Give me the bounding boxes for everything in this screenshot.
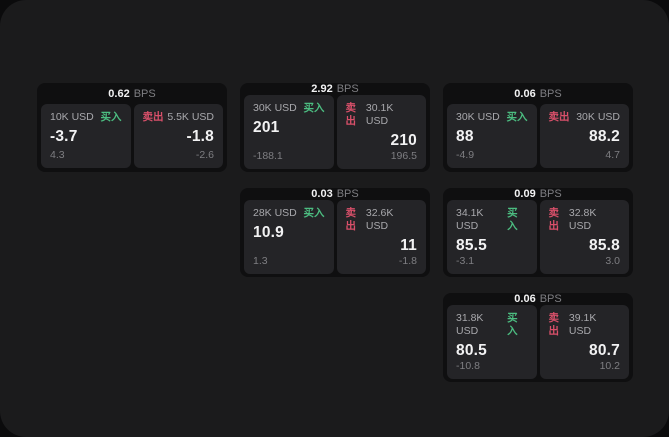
buy-side-label: 买入	[100, 111, 122, 123]
buy-delta: -188.1	[253, 150, 283, 162]
sell-quote-panel[interactable]: 卖出 30K USD 88.2 4.7	[539, 104, 629, 168]
quote-card-grid: 0.62 BPS 10K USD 买入 -3.7 4.3 卖出 5.5K USD	[37, 83, 633, 382]
bps-value: 0.62	[108, 87, 130, 100]
bps-header: 2.92 BPS	[240, 83, 430, 95]
sell-side-label: 卖出	[548, 312, 560, 337]
bps-value: 0.03	[311, 188, 333, 200]
sell-side-label: 卖出	[345, 207, 357, 232]
sell-amount: 39.1K USD	[568, 312, 597, 337]
bps-header: 0.09 BPS	[443, 188, 633, 200]
sell-amount: 32.8K USD	[568, 207, 597, 232]
bps-header: 0.06 BPS	[443, 293, 633, 305]
quote-panels: 31.8K USD 买入 80.5 -10.8 卖出 39.1K USD 80.…	[443, 305, 633, 383]
buy-quote-panel[interactable]: 30K USD 买入 201 -188.1	[244, 95, 334, 169]
quote-card: 0.62 BPS 10K USD 买入 -3.7 4.3 卖出 5.5K USD	[37, 83, 227, 172]
sell-quote-panel[interactable]: 卖出 30.1K USD 210 196.5	[336, 95, 426, 169]
bps-suffix-label: BPS	[336, 83, 359, 95]
quote-panels: 30K USD 买入 201 -188.1 卖出 30.1K USD 210 1…	[240, 95, 430, 173]
sell-side-label: 卖出	[345, 102, 357, 127]
bps-suffix-label: BPS	[539, 87, 562, 100]
sell-quote-panel[interactable]: 卖出 32.6K USD 11 -1.8	[336, 200, 426, 274]
sell-side-label: 卖出	[548, 207, 560, 232]
buy-price: 85.5	[456, 237, 487, 254]
sell-amount: 30K USD	[576, 111, 620, 123]
quote-card: 0.06 BPS 31.8K USD 买入 80.5 -10.8 卖出 39.1…	[443, 293, 633, 382]
bps-value: 0.06	[514, 293, 536, 305]
sell-amount: 5.5K USD	[167, 111, 214, 123]
quote-panels: 34.1K USD 买入 85.5 -3.1 卖出 32.8K USD 85.8…	[443, 200, 633, 278]
buy-amount: 28K USD	[253, 207, 297, 219]
sell-quote-panel[interactable]: 卖出 32.8K USD 85.8 3.0	[539, 200, 629, 274]
buy-quote-panel[interactable]: 34.1K USD 买入 85.5 -3.1	[447, 200, 537, 274]
sell-side-label: 卖出	[142, 111, 164, 123]
sell-price: 210	[390, 132, 417, 149]
buy-price: -3.7	[50, 128, 78, 145]
buy-side-label: 买入	[303, 207, 325, 219]
sell-delta: 3.0	[605, 255, 620, 267]
buy-price: 80.5	[456, 342, 487, 359]
buy-amount: 34.1K USD	[456, 207, 484, 232]
buy-side-label: 买入	[507, 312, 518, 337]
sell-delta: -1.8	[398, 255, 417, 267]
sell-amount: 32.6K USD	[365, 207, 394, 232]
bps-value: 0.06	[514, 87, 536, 100]
sell-amount: 30.1K USD	[365, 102, 394, 127]
buy-amount: 10K USD	[50, 111, 94, 123]
sell-delta: 10.2	[599, 360, 620, 372]
sell-delta: 196.5	[390, 150, 417, 162]
bps-header: 0.06 BPS	[443, 83, 633, 104]
sell-price: 88.2	[589, 128, 620, 145]
sell-quote-panel[interactable]: 卖出 5.5K USD -1.8 -2.6	[133, 104, 223, 168]
bps-value: 2.92	[311, 83, 333, 95]
buy-side-label: 买入	[507, 207, 518, 232]
quote-card: 0.09 BPS 34.1K USD 买入 85.5 -3.1 卖出 32.8K…	[443, 188, 633, 277]
buy-quote-panel[interactable]: 30K USD 买入 88 -4.9	[447, 104, 537, 168]
sell-price: 85.8	[589, 237, 620, 254]
bps-suffix-label: BPS	[539, 293, 562, 305]
buy-quote-panel[interactable]: 31.8K USD 买入 80.5 -10.8	[447, 305, 537, 379]
sell-delta: 4.7	[605, 149, 620, 161]
buy-delta: 4.3	[50, 149, 65, 161]
buy-price: 88	[456, 128, 474, 145]
sell-quote-panel[interactable]: 卖出 39.1K USD 80.7 10.2	[539, 305, 629, 379]
buy-delta: -3.1	[456, 255, 475, 267]
buy-amount: 31.8K USD	[456, 312, 484, 337]
bps-suffix-label: BPS	[133, 87, 156, 100]
buy-side-label: 买入	[506, 111, 528, 123]
buy-amount: 30K USD	[456, 111, 500, 123]
bps-suffix-label: BPS	[336, 188, 359, 200]
buy-delta: 1.3	[253, 255, 268, 267]
bps-value: 0.09	[514, 188, 536, 200]
quote-panels: 28K USD 买入 10.9 1.3 卖出 32.6K USD 11 -1.8	[240, 200, 430, 278]
buy-delta: -10.8	[456, 360, 480, 372]
quote-card: 2.92 BPS 30K USD 买入 201 -188.1 卖出 30.1K …	[240, 83, 430, 172]
quote-card: 0.06 BPS 30K USD 买入 88 -4.9 卖出 30K USD	[443, 83, 633, 172]
buy-price: 201	[253, 119, 280, 136]
quote-panels: 30K USD 买入 88 -4.9 卖出 30K USD 88.2 4.7	[443, 104, 633, 172]
buy-delta: -4.9	[456, 149, 475, 161]
buy-quote-panel[interactable]: 10K USD 买入 -3.7 4.3	[41, 104, 131, 168]
sell-price: -1.8	[186, 128, 214, 145]
buy-amount: 30K USD	[253, 102, 297, 114]
sell-price: 11	[400, 237, 417, 254]
sell-side-label: 卖出	[548, 111, 570, 123]
quote-panels: 10K USD 买入 -3.7 4.3 卖出 5.5K USD -1.8 -2.…	[37, 104, 227, 172]
bps-suffix-label: BPS	[539, 188, 562, 200]
sell-price: 80.7	[589, 342, 620, 359]
quote-card: 0.03 BPS 28K USD 买入 10.9 1.3 卖出 32.6K US…	[240, 188, 430, 277]
buy-side-label: 买入	[303, 102, 325, 114]
sell-delta: -2.6	[195, 149, 214, 161]
bps-header: 0.03 BPS	[240, 188, 430, 200]
bps-header: 0.62 BPS	[37, 83, 227, 104]
buy-quote-panel[interactable]: 28K USD 买入 10.9 1.3	[244, 200, 334, 274]
buy-price: 10.9	[253, 224, 284, 241]
